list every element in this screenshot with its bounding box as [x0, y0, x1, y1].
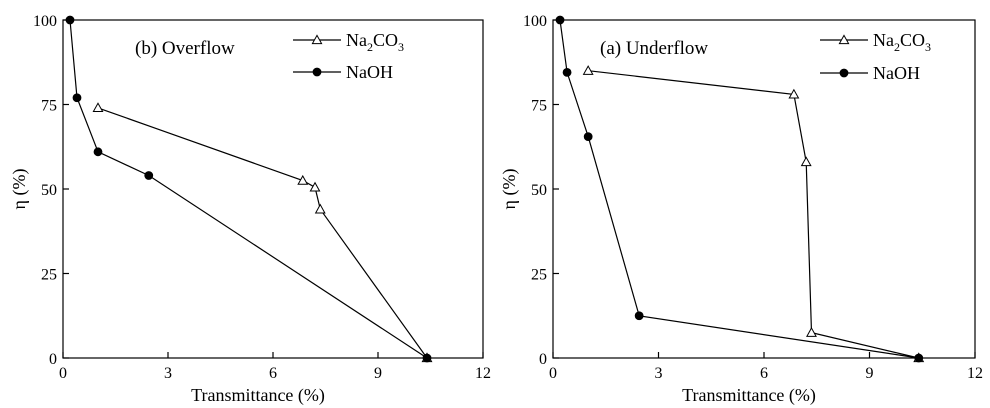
data-point-naoh	[562, 67, 572, 77]
data-point-naoh	[634, 311, 644, 321]
chart-panel-underflow: 0 3 6 9 12 0 25 50 75 100 (a) Underflow Transmitt…	[499, 13, 983, 406]
data-point-na2co3	[800, 156, 812, 167]
legend-marker	[312, 67, 322, 77]
plot-frame	[62, 19, 484, 359]
data-point-na2co3	[92, 102, 104, 113]
data-point-naoh	[93, 147, 103, 157]
y-tick-label: 0	[539, 351, 547, 368]
series-line-naoh	[559, 19, 919, 359]
data-point-na2co3	[314, 203, 326, 214]
chart-title: (b) Overflow	[135, 38, 235, 59]
y-axis-label: η (%)	[499, 169, 520, 210]
x-tick-label: 9	[866, 365, 874, 382]
data-point-naoh	[144, 171, 154, 180]
x-tick-label: 3	[655, 365, 663, 382]
data-point-naoh	[555, 15, 565, 25]
legend: Na2CO3 NaOH	[820, 30, 931, 83]
x-tick-label: 12	[475, 365, 491, 382]
data-point-na2co3	[309, 181, 321, 192]
x-tick-label: 3	[164, 365, 172, 382]
legend-marker	[311, 34, 323, 45]
tick-labels: 0 3 6 9 12 0 25 50 75 100	[33, 13, 491, 382]
legend-marker	[839, 68, 849, 78]
data-point-naoh	[583, 132, 593, 142]
tick-labels: 0 3 6 9 12 0 25 50 75 100	[523, 13, 983, 382]
y-tick-label: 50	[531, 182, 547, 199]
legend-label: Na2CO3	[873, 30, 931, 54]
data-point-naoh	[422, 353, 432, 363]
y-tick-label: 75	[41, 98, 57, 115]
y-tick-label: 25	[531, 267, 547, 284]
axis-ticks	[62, 19, 484, 359]
y-axis-label: η (%)	[9, 169, 30, 210]
x-tick-label: 9	[374, 365, 382, 382]
x-tick-label: 6	[760, 365, 768, 382]
data-point-naoh	[72, 93, 82, 103]
y-tick-label: 100	[33, 13, 57, 30]
legend-label: NaOH	[873, 63, 920, 83]
y-tick-label: 100	[523, 13, 547, 30]
data-point-na2co3	[788, 88, 800, 99]
x-tick-label: 0	[549, 365, 557, 382]
data-point-na2co3	[806, 327, 817, 337]
chart-title: (a) Underflow	[600, 38, 708, 59]
data-point-naoh	[914, 353, 924, 363]
y-tick-label: 75	[531, 98, 547, 115]
data-point-na2co3	[582, 65, 594, 75]
series-layer	[555, 15, 925, 363]
legend-label: NaOH	[346, 62, 393, 82]
legend: Na2CO3 NaOH	[293, 30, 404, 82]
legend-marker	[838, 34, 850, 45]
y-tick-label: 0	[49, 351, 57, 368]
series-line-na2co3	[97, 107, 428, 359]
x-axis-label: Transmittance (%)	[191, 385, 325, 406]
series-layer	[65, 15, 433, 363]
x-axis-label: Transmittance (%)	[682, 385, 816, 406]
data-point-na2co3	[297, 174, 309, 185]
legend-label: Na2CO3	[346, 30, 404, 54]
x-tick-label: 0	[59, 365, 67, 382]
x-tick-label: 12	[967, 365, 983, 382]
x-tick-label: 6	[269, 365, 277, 382]
y-tick-label: 50	[41, 182, 57, 199]
y-tick-label: 25	[41, 267, 57, 284]
chart-panel-overflow: 0 3 6 9 12 0 25 50 75 100 (b) Overflow Transmitta…	[9, 13, 491, 406]
data-point-naoh	[65, 15, 75, 25]
